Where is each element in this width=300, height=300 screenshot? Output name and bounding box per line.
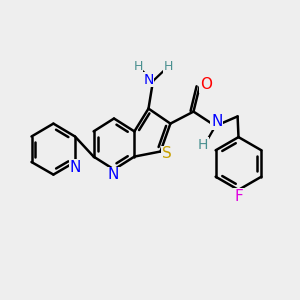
- Text: H: H: [133, 60, 143, 73]
- Text: H: H: [163, 60, 173, 73]
- Text: N: N: [143, 73, 154, 86]
- Text: H: H: [198, 138, 208, 152]
- Text: S: S: [162, 146, 172, 161]
- Text: F: F: [234, 189, 243, 204]
- Text: O: O: [200, 77, 212, 92]
- Text: N: N: [211, 114, 223, 129]
- Text: N: N: [108, 167, 119, 182]
- Text: N: N: [70, 160, 81, 175]
